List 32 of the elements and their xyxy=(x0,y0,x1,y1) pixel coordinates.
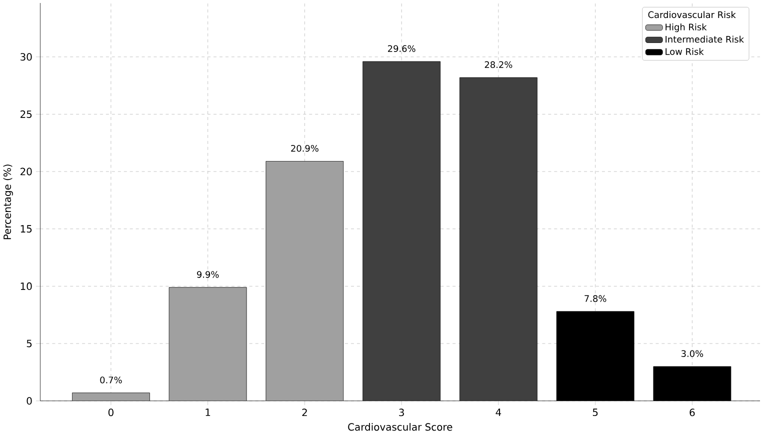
x-tick-label: 0 xyxy=(108,408,114,416)
data-label: 28.2% xyxy=(484,61,512,68)
bar xyxy=(459,77,538,401)
x-tick-label: 5 xyxy=(592,408,598,416)
legend-title: Cardiovascular Risk xyxy=(648,11,736,18)
y-axis-title: Percentage (%) xyxy=(3,164,13,240)
x-tick-label: 2 xyxy=(302,408,307,416)
x-axis-title: Cardiovascular Score xyxy=(348,423,452,431)
data-label: 29.6% xyxy=(388,45,416,52)
x-tick-label: 6 xyxy=(690,408,695,416)
bar xyxy=(169,287,247,401)
x-tick-label: 1 xyxy=(206,408,210,416)
x-tick-label: 4 xyxy=(496,408,502,416)
y-tick-label: 5 xyxy=(26,340,32,348)
data-label: 0.7% xyxy=(100,376,122,384)
x-tick-label: 3 xyxy=(399,408,404,416)
data-label: 3.0% xyxy=(681,350,704,358)
bar xyxy=(72,392,150,401)
data-label: 9.9% xyxy=(197,271,219,278)
y-tick-label: 0 xyxy=(26,397,32,405)
bar xyxy=(266,161,344,401)
legend-label: High Risk xyxy=(666,24,707,32)
legend-label: Low Risk xyxy=(666,48,704,56)
bar xyxy=(362,62,440,401)
y-tick-label: 10 xyxy=(20,282,32,290)
legend-label: Intermediate Risk xyxy=(666,36,744,43)
data-label: 7.8% xyxy=(584,295,606,302)
y-tick-label: 30 xyxy=(20,53,32,61)
y-tick-label: 25 xyxy=(20,110,32,118)
data-label: 20.9% xyxy=(291,145,318,152)
y-tick-label: 15 xyxy=(20,225,32,233)
y-tick-label: 20 xyxy=(20,168,32,176)
